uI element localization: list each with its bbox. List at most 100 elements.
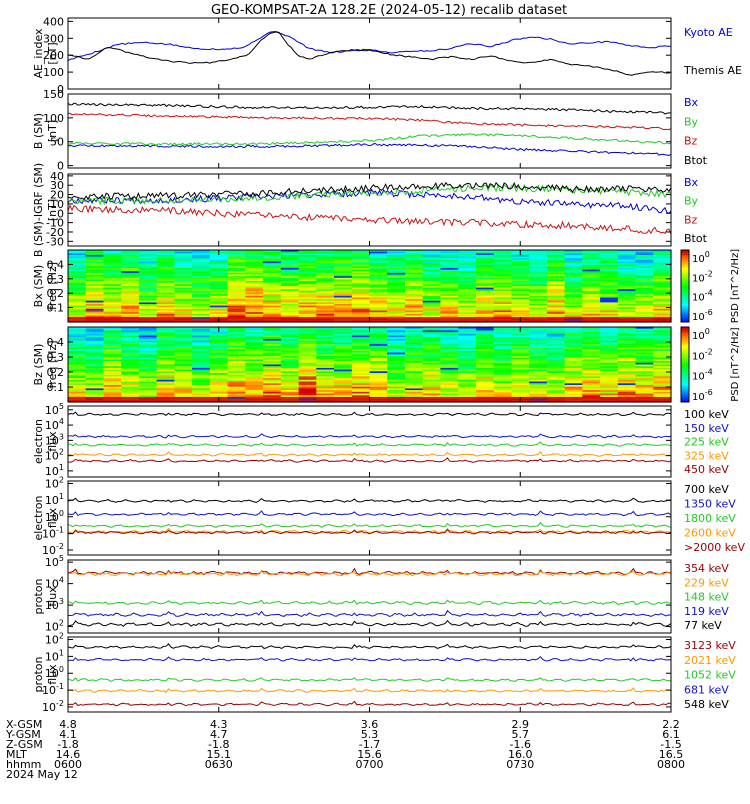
panel-bzspec-cell <box>263 345 282 349</box>
panel-bzspec-cell <box>653 367 672 371</box>
panel-bzspec-cell <box>422 342 441 345</box>
panel-bzspec-cell <box>617 385 637 388</box>
panel-bxspec-cell <box>121 259 140 262</box>
panel-bxspec-cell <box>529 254 548 258</box>
panel-bzspec-cell <box>511 373 530 376</box>
panel-bxspec-cell <box>263 300 282 303</box>
panel-bxspec-cell <box>582 251 601 254</box>
panel-eflux2-legend-3: 2600 keV <box>684 527 736 540</box>
panel-bzspec-cell <box>68 362 87 366</box>
panel-bxspec-cell <box>458 304 477 307</box>
panel-bxspec-cell <box>316 272 335 276</box>
panel-bzspec-cell <box>316 337 335 340</box>
panel-bxspec-cell <box>192 299 211 302</box>
panel-bzspec-cell <box>121 345 140 349</box>
panel-bzspec-cell <box>653 327 672 330</box>
panel-bzspec-cell <box>564 400 583 403</box>
panel-bzspec-cell <box>85 393 104 396</box>
panel-bxspec-cell <box>68 313 87 316</box>
panel-bxspec-cell <box>617 299 637 302</box>
panel-bzspec-cell <box>351 327 371 330</box>
panel-bxspec-cell <box>422 256 441 259</box>
panel-bzspec-cell <box>121 330 140 333</box>
panel-eflux1-ylabel: flux <box>46 431 59 452</box>
panel-bzspec-cell <box>209 342 229 345</box>
panel-bzspec-cell <box>564 338 583 342</box>
panel-bxspec-cell <box>103 250 122 253</box>
panel-bxspec-cell <box>192 271 211 274</box>
panel-bxspec-cell <box>245 261 264 264</box>
panel-bzspec-cell <box>156 327 175 330</box>
panel-bxspec-cell <box>440 289 459 292</box>
panel-bxspec-cell <box>440 261 459 264</box>
panel-bzspec-cell <box>334 349 353 352</box>
xaxis-value: -1.8 <box>208 738 229 751</box>
panel-bxspec-cell <box>209 279 229 282</box>
panel-bzspec-cell <box>511 388 530 391</box>
panel-bzspec-cell <box>245 378 264 381</box>
panel-bzspec-cell <box>85 338 104 342</box>
panel-bxspec-cell <box>387 304 406 307</box>
panel-bxspec-cell <box>405 251 424 254</box>
panel-bxspec-cell <box>156 271 175 274</box>
panel-bzspec-cell <box>617 396 637 400</box>
panel-bxspec-cell <box>635 272 654 276</box>
panel-bxspec-cell <box>529 264 548 267</box>
panel-bzspec-cell <box>653 352 672 355</box>
panel-bzspec-cell <box>369 349 388 352</box>
panel-bzspec-cell <box>351 338 371 342</box>
panel-bzspec-cell <box>316 390 335 393</box>
panel-bzspec-cell <box>227 345 246 349</box>
panel-bzspec-cell <box>316 388 335 391</box>
panel-bzspec-cell <box>582 359 601 362</box>
panel-bxspec-cell <box>582 271 601 274</box>
panel-bzspec-cell <box>227 362 246 366</box>
panel-bxspec-cell <box>405 318 424 321</box>
panel-bzspec-cell <box>600 374 619 377</box>
panel-bzspec-cell <box>245 376 264 379</box>
panel-bxspec-cell <box>334 263 353 266</box>
panel-bxspec-colorbar-cell <box>681 277 689 280</box>
panel-bxspec-cell <box>475 281 495 284</box>
panel-bzspec-cell <box>564 398 583 401</box>
panel-bzspec-cell <box>387 342 406 345</box>
panel-bxspec-cell <box>121 295 140 298</box>
panel-bxspec-cell <box>192 258 211 261</box>
panel-bxspec-cell <box>298 300 317 303</box>
panel-bxspec-cell <box>617 289 637 292</box>
panel-bxspec-cell <box>334 290 353 294</box>
panel-bxspec-cell <box>156 268 175 271</box>
panel-bzspec-cell <box>103 349 122 352</box>
panel-ae-series-themis-ae <box>67 31 672 76</box>
panel-bxspec-cell <box>138 256 158 259</box>
panel-bxspec-cell <box>617 317 637 320</box>
panel-bzspec-cell <box>653 345 672 349</box>
panel-bzspec-cell <box>635 395 654 398</box>
panel-bxspec-cell <box>85 274 104 277</box>
panel-bzspec-cell <box>600 391 619 395</box>
panel-bzspec-cell <box>103 357 122 360</box>
panel-bxspec-cell <box>529 272 548 276</box>
panel-bxspec-cell <box>635 282 654 285</box>
panel-bxspec-cell <box>351 317 371 320</box>
panel-bzspec-cell <box>546 357 566 360</box>
panel-bzspec-cell <box>156 400 175 403</box>
panel-bxspec-cell <box>564 269 583 272</box>
panel-bxspec-cell <box>600 264 619 267</box>
panel-bxspec-cell <box>351 272 371 276</box>
panel-bxspec-cell <box>227 279 246 282</box>
panel-bzspec-cell <box>209 367 229 371</box>
panel-bzspec-cell <box>156 362 175 366</box>
panel-bzspec-cell <box>85 362 104 366</box>
panel-bxspec-cell <box>369 299 388 302</box>
panel-bxspec-cell <box>68 292 87 295</box>
panel-bxspec-cell <box>156 279 175 282</box>
panel-bzspec-cell <box>227 400 246 403</box>
panel-bxspec-cell <box>405 289 424 292</box>
panel-bzspec-cell <box>156 367 175 371</box>
panel-bzspec-cell <box>546 350 566 354</box>
panel-bzspec-cell <box>440 330 459 333</box>
panel-bzspec-colorbar-cell <box>681 387 689 390</box>
panel-bzspec-cell <box>209 347 229 350</box>
panel-bxspec-cell <box>263 279 282 282</box>
